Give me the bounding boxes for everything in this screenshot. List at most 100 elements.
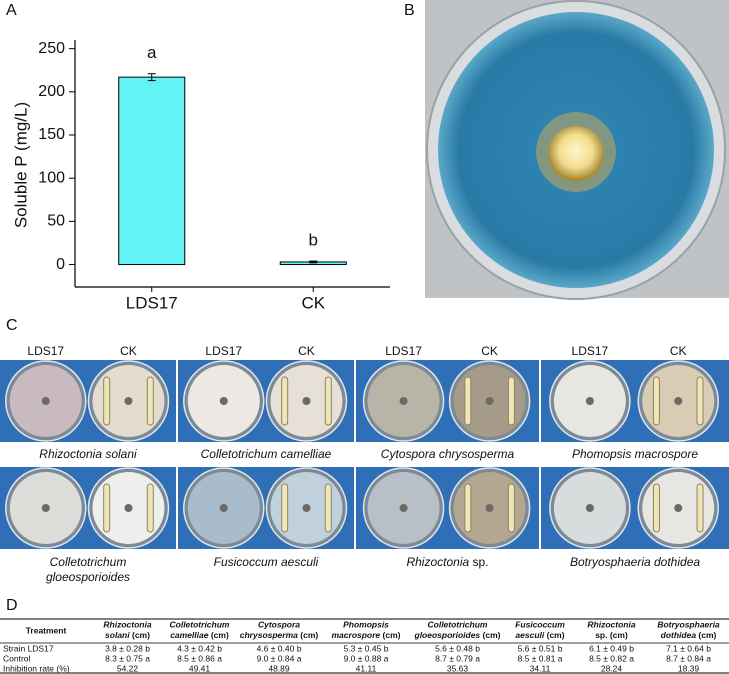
table-header: Colletotrichum xyxy=(170,619,230,629)
bacteria-streak xyxy=(324,376,332,426)
row-label: Strain LDS17 xyxy=(3,643,54,653)
column-label: CK xyxy=(298,344,315,358)
petri-dish-photo xyxy=(425,0,729,300)
error-bar xyxy=(309,260,318,264)
table-header-italic: chrysosperma xyxy=(240,630,298,640)
inoculum-plug xyxy=(485,397,494,405)
inoculum-plug xyxy=(674,504,683,512)
species-name: Rhizoctonia solani xyxy=(39,447,137,461)
table-header-italic: solani xyxy=(105,630,130,640)
inoculum-plug xyxy=(219,397,228,405)
species-italic: Botryosphaeria dothidea xyxy=(570,555,700,569)
table-cell: 8.7 ± 0.84 a xyxy=(666,653,711,663)
species-name: Colletotrichum camelliae xyxy=(201,447,332,461)
row-label: Inhibition rate (%) xyxy=(3,663,70,673)
column-label: CK xyxy=(670,344,687,358)
inoculum-plug xyxy=(302,504,311,512)
y-tick-label: 50 xyxy=(47,213,65,230)
column-label: CK xyxy=(481,344,498,358)
table-header: solani (cm) xyxy=(105,630,150,640)
x-tick-label: CK xyxy=(301,293,325,312)
species-italic: Cytospora chrysosperma xyxy=(381,447,515,461)
panel-label: A xyxy=(6,2,17,19)
table-header: Cytospora xyxy=(258,619,300,629)
table-cell: 28.24 xyxy=(601,663,623,673)
table-cell: 54.22 xyxy=(117,663,139,673)
species-name: Colletotrichum xyxy=(50,555,127,569)
bar xyxy=(118,76,186,266)
bacteria-streak xyxy=(146,483,154,533)
y-axis-label: Soluble P (mg/L) xyxy=(11,102,30,228)
table-cell: 49.41 xyxy=(189,663,211,673)
table-cell: 8.5 ± 0.86 a xyxy=(177,653,222,663)
species-name: Phomopsis macrospore xyxy=(572,447,698,461)
species-name: Fusicoccum aesculi xyxy=(214,555,319,569)
species-name: Botryosphaeria dothidea xyxy=(570,555,700,569)
table-cell: 8.5 ± 0.82 a xyxy=(589,653,634,663)
y-tick-label: 100 xyxy=(38,169,65,186)
table-header: macrospore (cm) xyxy=(332,630,401,640)
bacteria-streak xyxy=(464,376,472,426)
table-header: gloeosporioides (cm) xyxy=(414,630,501,640)
table-cell: 7.1 ± 0.64 b xyxy=(666,643,711,653)
inoculum-plug xyxy=(41,504,50,512)
table-header-unit: (cm) xyxy=(547,630,565,640)
table-cell: 9.0 ± 0.84 a xyxy=(257,653,302,663)
species-italic: Colletotrichum xyxy=(50,555,127,569)
table-header-italic: dothidea xyxy=(661,630,697,640)
inoculum-plug xyxy=(399,504,408,512)
inoculum-plug xyxy=(302,397,311,405)
table-cell: 35.63 xyxy=(447,663,469,673)
y-tick-label: 200 xyxy=(38,83,65,100)
inoculum-plug xyxy=(485,504,494,512)
column-label: LDS17 xyxy=(572,344,609,358)
bacteria-streak xyxy=(324,483,332,533)
table-cell: 8.3 ± 0.75 a xyxy=(105,653,150,663)
bacteria-streak xyxy=(696,376,704,426)
bacteria-streak xyxy=(696,483,704,533)
table-cell: 8.7 ± 0.79 a xyxy=(435,653,480,663)
species-name: Cytospora chrysosperma xyxy=(381,447,515,461)
table-header: Botryosphaeria xyxy=(657,619,720,629)
table-cell: 5.6 ± 0.51 b xyxy=(518,643,563,653)
column-label: LDS17 xyxy=(385,344,422,358)
bacteria-streak xyxy=(652,483,660,533)
table-header: Rhizoctonia xyxy=(103,619,151,629)
inoculum-plug xyxy=(399,397,408,405)
table-header-unit: (cm) xyxy=(211,630,229,640)
bacteria-streak xyxy=(507,483,515,533)
table-cell: 6.1 ± 0.49 b xyxy=(589,643,634,653)
error-bar xyxy=(147,73,156,82)
y-tick-label: 250 xyxy=(38,40,65,57)
inoculum-plug xyxy=(674,397,683,405)
table-header-unit: (cm) xyxy=(132,630,150,640)
table-header: sp. (cm) xyxy=(595,630,628,640)
species-italic: Fusicoccum aesculi xyxy=(214,555,319,569)
bacteria-streak xyxy=(464,483,472,533)
bacteria-streak xyxy=(146,376,154,426)
table-header-unit: (cm) xyxy=(383,630,401,640)
column-label: LDS17 xyxy=(27,344,64,358)
column-label: LDS17 xyxy=(205,344,242,358)
panel-label: D xyxy=(6,597,18,614)
table-header-italic: aesculi xyxy=(515,630,544,640)
panel-label: B xyxy=(404,2,415,19)
column-label: CK xyxy=(120,344,137,358)
table-header: Colletotrichum xyxy=(428,619,488,629)
species-italic: Colletotrichum camelliae xyxy=(201,447,332,461)
table-cell: 41.11 xyxy=(356,663,377,673)
species-suffix: sp. xyxy=(473,555,489,569)
inoculum-plug xyxy=(585,504,594,512)
table-cell: 5.6 ± 0.48 b xyxy=(435,643,480,653)
species-italic: Rhizoctonia solani xyxy=(39,447,137,461)
table-cell: 48.89 xyxy=(268,663,290,673)
table-cell: 18.39 xyxy=(678,663,700,673)
bacteria-streak xyxy=(103,483,111,533)
species-italic: Rhizoctonia xyxy=(406,555,469,569)
table-header-italic: camelliae xyxy=(170,630,209,640)
table-header-italic: macrospore xyxy=(332,630,381,640)
inoculum-plug xyxy=(585,397,594,405)
table-header-unit: sp. (cm) xyxy=(595,630,628,640)
table-header-unit: (cm) xyxy=(300,630,318,640)
